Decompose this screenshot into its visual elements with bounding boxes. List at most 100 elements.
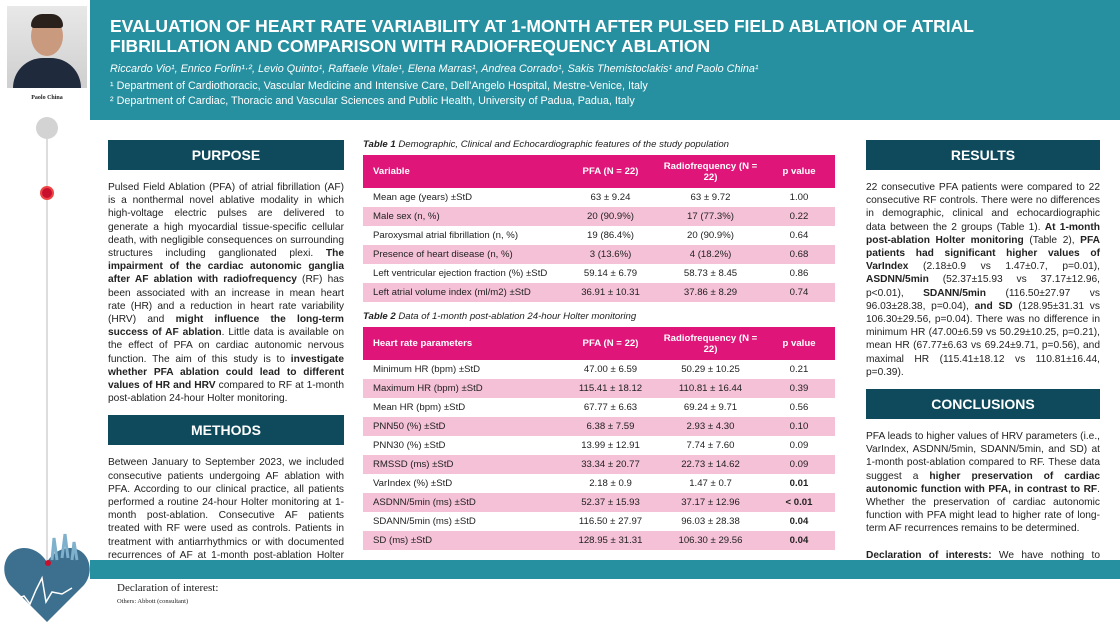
table1-caption: Table 1 Demographic, Clinical and Echoca… [363, 139, 835, 151]
table-cell: 47.00 ± 6.59 [583, 364, 638, 375]
column-header: p value [763, 155, 835, 188]
table-cell: 0.86 [789, 268, 809, 279]
table-row: SDANN/5min (ms) ±StD 116.50 ± 27.97 96.03 … [363, 512, 835, 531]
table1-label: Table 1 [363, 139, 396, 150]
table-cell: 69.24 ± 9.71 [683, 402, 738, 413]
table-cell: 0.01 [789, 478, 809, 489]
purpose-text: Pulsed Field Ablation (PFA) of atrial fi… [108, 182, 344, 405]
table-cell: 0.56 [789, 402, 809, 413]
table-row: RMSSD (ms) ±StD 33.34 ± 20.77 22.73 ± 14.6… [363, 455, 835, 474]
table-cell: RMSSD (ms) ±StD [363, 455, 563, 474]
table-cell: 63 ± 9.24 [590, 192, 631, 203]
table-cell: Left atrial volume index (ml/m2) ±StD [363, 283, 563, 302]
table-holter: Heart rate parameters PFA (N = 22) Radiofr… [363, 327, 835, 550]
presenter-photo [7, 6, 87, 88]
table-cell: 33.34 ± 20.77 [563, 455, 658, 474]
table-cell: 58.73 ± 8.45 [683, 268, 738, 279]
left-column: PURPOSE Pulsed Field Ablation (PFA) of a… [108, 140, 344, 575]
results-text: 22 consecutive PFA patients were compare… [866, 182, 1100, 378]
table-header-row: Variable PFA (N = 22) Radiofrequency (N = … [363, 155, 835, 188]
poster-header: EVALUATION OF HEART RATE VARIABILITY AT … [90, 0, 1120, 120]
table-cell: 2.18 ± 0.9 [589, 478, 632, 489]
table1-caption-text: Demographic, Clinical and Echocardiograp… [395, 139, 730, 150]
table-cell: 0.22 [763, 207, 835, 226]
table-cell: 50.29 ± 10.25 [681, 364, 740, 375]
methods-heading: METHODS [108, 415, 344, 446]
conclusions-text: PFA leads to higher values of HRV parame… [866, 431, 1100, 574]
table-demographics: Variable PFA (N = 22) Radiofrequency (N = … [363, 155, 835, 302]
purpose-heading: PURPOSE [108, 140, 344, 170]
table-cell: 17 (77.3%) [658, 207, 763, 226]
methods-text: Between January to September 2023, we in… [108, 457, 344, 574]
table-cell: 37.86 ± 8.29 [658, 283, 763, 302]
table-cell: 19 (86.4%) [587, 230, 634, 241]
table-cell: Paroxysmal atrial fibrillation (n, %) [373, 230, 519, 241]
table-cell: 128.95 ± 31.31 [563, 531, 658, 550]
heart-logo-icon [4, 533, 90, 622]
table-cell: 0.39 [763, 379, 835, 398]
table-cell: 37.17 ± 12.96 [658, 493, 763, 512]
table-cell: 63 ± 9.72 [690, 192, 731, 203]
table-row: Left ventricular ejection fraction (%) ±… [363, 264, 835, 283]
table-row: Male sex (n, %) 20 (90.9%) 17 (77.3%) 0.22 [363, 207, 835, 226]
column-header: Radiofrequency (N = 22) [658, 155, 763, 188]
table-row: Presence of heart disease (n, %) 3 (13.6%… [363, 245, 835, 264]
table-row: VarIndex (%) ±StD 2.18 ± 0.9 1.47 ± 0.7 0.0… [363, 474, 835, 493]
table-cell: 0.09 [789, 440, 809, 451]
table-row: ASDNN/5min (ms) ±StD 52.37 ± 15.93 37.17 ±… [363, 493, 835, 512]
table-cell: 59.14 ± 6.79 [583, 268, 638, 279]
table-cell: Minimum HR (bpm) ±StD [373, 364, 481, 375]
table-row: Mean age (years) ±StD 63 ± 9.24 63 ± 9.72 1… [363, 188, 835, 207]
table-cell: ASDNN/5min (ms) ±StD [363, 493, 563, 512]
table-cell: 6.38 ± 7.59 [563, 417, 658, 436]
declaration-others: Others: Abbott (consultant) [117, 598, 189, 605]
column-header: Heart rate parameters [363, 327, 563, 360]
table-cell: PNN50 (%) ±StD [363, 417, 563, 436]
table-row: SD (ms) ±StD 128.95 ± 31.31 106.30 ± 29.56… [363, 531, 835, 550]
table-cell: 115.41 ± 18.12 [563, 379, 658, 398]
timeline-dot-red [40, 186, 54, 200]
conclusions-heading: CONCLUSIONS [866, 389, 1100, 420]
title-line-2: FIBRILLATION AND COMPARISON WITH RADIOFR… [110, 36, 711, 56]
table-cell: 110.81 ± 16.44 [658, 379, 763, 398]
table-cell: 0.21 [789, 364, 809, 375]
table-cell: VarIndex (%) ±StD [373, 478, 453, 489]
table-cell: SDANN/5min (ms) ±StD [373, 516, 476, 527]
table2-label: Table 2 [363, 311, 396, 322]
column-header: p value [763, 327, 835, 360]
table-cell: 20 (90.9%) [687, 230, 734, 241]
declaration-label: Declaration of interest: [117, 582, 219, 594]
results-heading: RESULTS [866, 140, 1100, 170]
column-header: PFA (N = 22) [563, 155, 658, 188]
table-cell: Mean age (years) ±StD [373, 192, 473, 203]
table-cell: 0.68 [763, 245, 835, 264]
table-cell: Maximum HR (bpm) ±StD [363, 379, 563, 398]
table-cell: 0.04 [789, 516, 809, 527]
table-row: PNN30 (%) ±StD 13.99 ± 12.91 7.74 ± 7.60 0.… [363, 436, 835, 455]
footer-band [90, 560, 1120, 579]
table-row: PNN50 (%) ±StD 6.38 ± 7.59 2.93 ± 4.30 0.10 [363, 417, 835, 436]
table-cell: 0.74 [763, 283, 835, 302]
table-cell: 7.74 ± 7.60 [686, 440, 735, 451]
table-cell: 4 (18.2%) [658, 245, 763, 264]
affiliation-1: ¹ Department of Cardiothoracic, Vascular… [110, 80, 648, 92]
table-cell: SD (ms) ±StD [363, 531, 563, 550]
table-cell: 1.00 [789, 192, 809, 203]
affiliation-2: ² Department of Cardiac, Thoracic and Va… [110, 95, 635, 107]
table2-caption-text: Data of 1-month post-ablation 24-hour Ho… [395, 311, 637, 322]
table-cell: 116.50 ± 27.97 [578, 516, 643, 527]
table-cell: 22.73 ± 14.62 [658, 455, 763, 474]
table-cell: 1.47 ± 0.7 [689, 478, 732, 489]
table-cell: 0.04 [763, 531, 835, 550]
column-header: Variable [363, 155, 563, 188]
table-cell: 52.37 ± 15.93 [563, 493, 658, 512]
poster-title: EVALUATION OF HEART RATE VARIABILITY AT … [110, 16, 1120, 56]
column-header: PFA (N = 22) [563, 327, 658, 360]
table-row: Maximum HR (bpm) ±StD 115.41 ± 18.12 110.8… [363, 379, 835, 398]
table-cell: < 0.01 [763, 493, 835, 512]
table-cell: Mean HR (bpm) ±StD [373, 402, 466, 413]
table-cell: Presence of heart disease (n, %) [363, 245, 563, 264]
table-row: Mean HR (bpm) ±StD 67.77 ± 6.63 69.24 ± 9.… [363, 398, 835, 417]
table-header-row: Heart rate parameters PFA (N = 22) Radiofr… [363, 327, 835, 360]
table2-caption: Table 2 Data of 1-month post-ablation 24… [363, 311, 835, 323]
